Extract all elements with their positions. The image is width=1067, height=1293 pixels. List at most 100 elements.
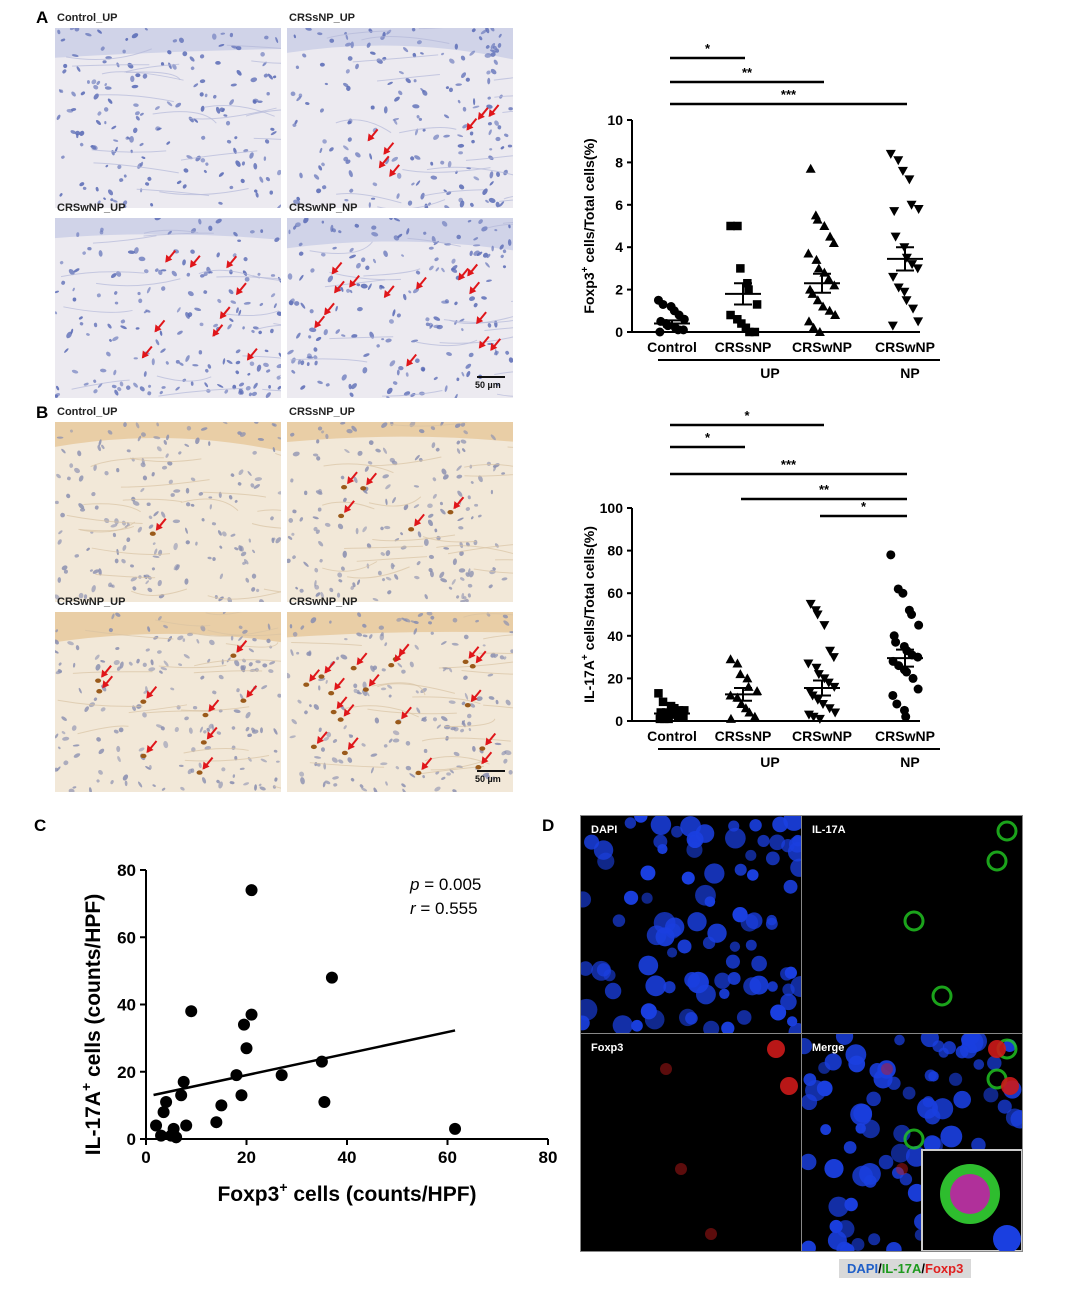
red-arrow-icon bbox=[206, 726, 218, 740]
data-point bbox=[892, 699, 902, 709]
data-point bbox=[742, 673, 753, 683]
group-label: UP bbox=[760, 365, 779, 381]
fluorescence-tile: Foxp3 bbox=[580, 1033, 802, 1252]
data-point bbox=[735, 669, 746, 679]
data-point bbox=[215, 1099, 228, 1112]
data-point bbox=[811, 254, 822, 264]
data-point bbox=[752, 686, 763, 696]
data-point bbox=[904, 175, 915, 185]
tissue-texture bbox=[287, 612, 513, 792]
y-axis-label: IL-17A+ cells (counts/HPF) bbox=[78, 894, 105, 1155]
red-arrow-icon bbox=[219, 306, 231, 320]
data-point bbox=[674, 706, 684, 715]
micrograph-label: CRSsNP_UP bbox=[289, 12, 356, 24]
data-point bbox=[679, 712, 688, 721]
category-label: CRSwNP bbox=[792, 339, 852, 355]
y-tick-label: 20 bbox=[607, 670, 623, 686]
category-label: CRSsNP bbox=[715, 728, 772, 744]
y-tick-label: 80 bbox=[117, 861, 136, 880]
fluorescence-image bbox=[903, 820, 1018, 1007]
data-point bbox=[807, 288, 818, 298]
data-point bbox=[812, 695, 823, 705]
x-tick-label: 20 bbox=[237, 1148, 256, 1167]
significance-label: ** bbox=[742, 65, 753, 80]
y-tick-label: 0 bbox=[127, 1130, 136, 1149]
panel-letter-b: B bbox=[36, 403, 49, 422]
data-point bbox=[913, 684, 923, 694]
legend-foxp3: Foxp3 bbox=[925, 1261, 964, 1276]
data-point bbox=[750, 327, 760, 337]
data-point bbox=[906, 200, 917, 210]
y-tick-label: 60 bbox=[117, 928, 136, 947]
channel-legend: DAPI/IL-17A/Foxp3 bbox=[839, 1259, 972, 1278]
regression-line bbox=[153, 1029, 456, 1097]
data-point bbox=[812, 214, 823, 224]
category-label: Control bbox=[647, 339, 697, 355]
y-tick-label: 100 bbox=[600, 500, 624, 516]
data-point bbox=[824, 704, 835, 714]
data-point bbox=[656, 708, 665, 717]
red-arrow-icon bbox=[347, 471, 358, 485]
red-arrow-icon bbox=[356, 652, 368, 666]
micrograph-tile bbox=[55, 218, 281, 398]
data-point bbox=[812, 610, 823, 620]
correlation-scatter-chart: 0 20 40 60 80 0 20 40 60 80 Foxp3+ cells (counts/H… bbox=[78, 861, 557, 1206]
red-arrow-icon bbox=[378, 155, 390, 169]
red-arrow-icon bbox=[467, 263, 479, 277]
panel-letter-c: C bbox=[34, 816, 47, 835]
data-point bbox=[235, 1089, 248, 1102]
red-arrow-icon bbox=[366, 472, 378, 486]
data-point bbox=[655, 714, 665, 724]
data-point bbox=[237, 1018, 250, 1031]
data-point bbox=[829, 280, 840, 290]
red-arrow-icon bbox=[367, 128, 379, 142]
red-arrow-icon bbox=[336, 696, 348, 710]
red-arrow-icon bbox=[236, 282, 247, 296]
legend-sep: / bbox=[921, 1261, 926, 1276]
data-point bbox=[240, 1042, 253, 1055]
tissue-texture bbox=[55, 422, 281, 602]
y-axis-label: IL-17A+ cells/Total cells(%) bbox=[580, 526, 597, 703]
fluorescence-tile: IL-17A bbox=[801, 815, 1023, 1034]
data-point bbox=[654, 689, 663, 698]
data-point bbox=[670, 703, 679, 713]
data-point bbox=[803, 248, 814, 258]
data-point bbox=[673, 712, 683, 721]
data-point bbox=[885, 149, 896, 159]
foxp3-scatter-chart: 0 2 4 6 8 10 Foxp3+ cells/Total cells(%) Contro… bbox=[580, 41, 940, 381]
data-point bbox=[824, 305, 835, 315]
red-arrow-icon bbox=[102, 675, 114, 689]
data-point bbox=[745, 327, 754, 337]
significance-label: * bbox=[705, 41, 711, 56]
red-arrow-icon bbox=[324, 302, 335, 316]
red-arrow-icon bbox=[485, 732, 497, 746]
red-arrow-icon bbox=[477, 107, 489, 120]
x-tick-label: 0 bbox=[141, 1148, 150, 1167]
red-arrow-icon bbox=[478, 335, 490, 349]
group-label: NP bbox=[900, 754, 919, 770]
data-point bbox=[743, 681, 754, 691]
data-point bbox=[733, 221, 742, 231]
red-arrow-icon bbox=[394, 649, 406, 663]
data-point bbox=[813, 670, 824, 680]
data-point bbox=[814, 327, 825, 336]
y-axis-label: Foxp3+ cells/Total cells(%) bbox=[580, 138, 597, 313]
data-point bbox=[725, 654, 736, 664]
category-label: CRSsNP bbox=[715, 339, 772, 355]
data-point bbox=[825, 646, 836, 656]
red-arrow-icon bbox=[475, 650, 487, 664]
data-point bbox=[736, 698, 747, 708]
red-arrow-icon bbox=[383, 285, 395, 298]
x-tick-label: 40 bbox=[338, 1148, 357, 1167]
data-point bbox=[830, 708, 841, 718]
data-point bbox=[889, 207, 900, 217]
tissue-texture bbox=[55, 28, 281, 208]
data-point bbox=[805, 599, 816, 609]
red-arrow-icon bbox=[343, 703, 355, 717]
red-arrow-icon bbox=[146, 686, 158, 699]
red-arrow-icon bbox=[334, 677, 345, 691]
red-arrow-icon bbox=[421, 757, 433, 770]
micrograph-label: Control_UP bbox=[57, 406, 118, 418]
category-label: CRSwNP bbox=[875, 728, 935, 744]
